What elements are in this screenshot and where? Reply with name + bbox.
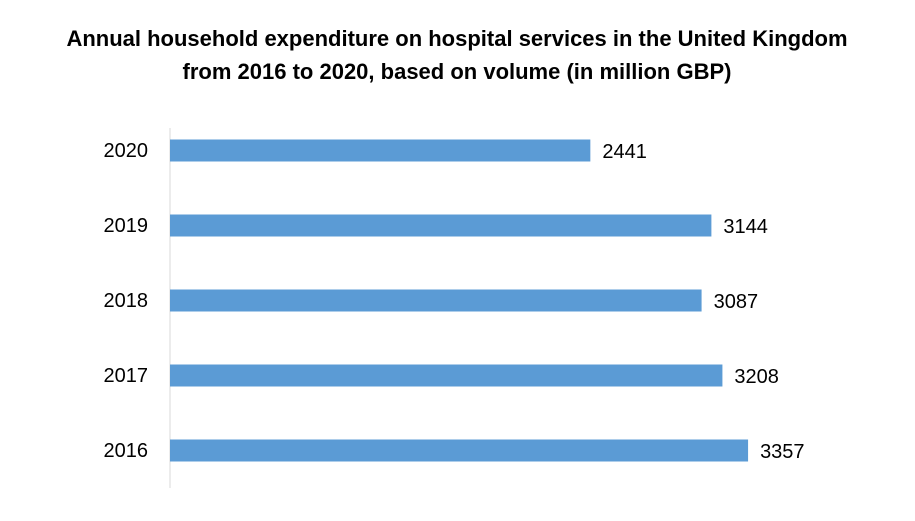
chart-title: Annual household expenditure on hospital… (66, 26, 848, 84)
value-label: 3208 (734, 366, 779, 388)
value-label: 2441 (602, 141, 647, 163)
value-label: 3144 (723, 216, 768, 238)
y-tick-label: 2016 (104, 440, 149, 462)
value-label: 3087 (714, 291, 759, 313)
y-tick-label: 2018 (104, 290, 149, 312)
bar (170, 364, 723, 387)
y-tick-label: 2017 (104, 365, 149, 387)
bar (170, 214, 712, 237)
value-label: 3357 (760, 441, 805, 463)
bar (170, 439, 749, 462)
bar (170, 139, 591, 162)
bar (170, 289, 702, 312)
y-tick-label: 2019 (104, 215, 149, 237)
y-tick-label: 2020 (104, 140, 149, 162)
